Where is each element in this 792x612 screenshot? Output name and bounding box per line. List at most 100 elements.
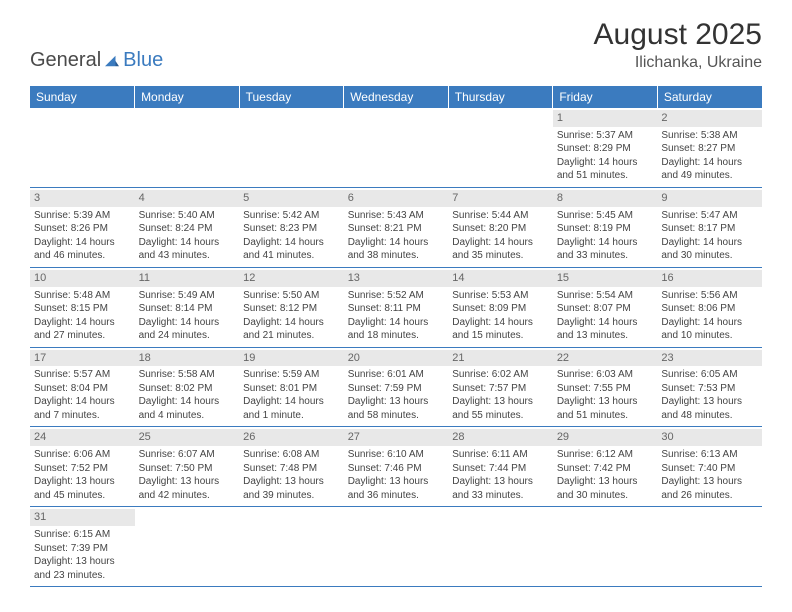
cell-line: Sunrise: 5:37 AM: [557, 129, 654, 143]
cell-line: Daylight: 13 hours: [34, 475, 131, 489]
day-number: 5: [239, 190, 344, 207]
title-block: August 2025 Ilichanka, Ukraine: [594, 18, 762, 72]
calendar-cell: [135, 507, 240, 587]
day-number: 21: [448, 350, 553, 367]
cell-line: Sunset: 8:06 PM: [661, 302, 758, 316]
calendar-cell: [448, 507, 553, 587]
cell-line: Daylight: 14 hours: [139, 236, 236, 250]
calendar-cell: 17Sunrise: 5:57 AMSunset: 8:04 PMDayligh…: [30, 347, 135, 427]
day-number: 11: [135, 270, 240, 287]
cell-line: Daylight: 14 hours: [661, 156, 758, 170]
cell-line: and 38 minutes.: [348, 249, 445, 263]
cell-line: Daylight: 14 hours: [348, 236, 445, 250]
cell-line: Sunset: 7:57 PM: [452, 382, 549, 396]
calendar-row: 17Sunrise: 5:57 AMSunset: 8:04 PMDayligh…: [30, 347, 762, 427]
cell-line: Sunrise: 5:44 AM: [452, 209, 549, 223]
calendar-cell: 28Sunrise: 6:11 AMSunset: 7:44 PMDayligh…: [448, 427, 553, 507]
calendar-cell: 5Sunrise: 5:42 AMSunset: 8:23 PMDaylight…: [239, 187, 344, 267]
day-number: 8: [553, 190, 658, 207]
location-label: Ilichanka, Ukraine: [594, 54, 762, 72]
day-number: 25: [135, 429, 240, 446]
day-header: Thursday: [448, 86, 553, 108]
cell-line: Daylight: 13 hours: [661, 475, 758, 489]
cell-line: and 21 minutes.: [243, 329, 340, 343]
calendar-cell: 1Sunrise: 5:37 AMSunset: 8:29 PMDaylight…: [553, 108, 658, 187]
calendar-cell: [239, 507, 344, 587]
cell-line: Sunrise: 5:38 AM: [661, 129, 758, 143]
cell-line: Sunrise: 5:43 AM: [348, 209, 445, 223]
day-header: Monday: [135, 86, 240, 108]
cell-line: Sunset: 8:02 PM: [139, 382, 236, 396]
cell-line: Daylight: 13 hours: [139, 475, 236, 489]
cell-line: and 36 minutes.: [348, 489, 445, 503]
cell-line: Sunrise: 5:54 AM: [557, 289, 654, 303]
calendar-cell: 25Sunrise: 6:07 AMSunset: 7:50 PMDayligh…: [135, 427, 240, 507]
cell-line: Daylight: 13 hours: [34, 555, 131, 569]
day-number: 22: [553, 350, 658, 367]
calendar-cell: 14Sunrise: 5:53 AMSunset: 8:09 PMDayligh…: [448, 267, 553, 347]
day-number: 10: [30, 270, 135, 287]
day-number: 24: [30, 429, 135, 446]
calendar-row: 1Sunrise: 5:37 AMSunset: 8:29 PMDaylight…: [30, 108, 762, 187]
cell-line: and 4 minutes.: [139, 409, 236, 423]
cell-line: and 30 minutes.: [661, 249, 758, 263]
cell-line: Sunset: 7:42 PM: [557, 462, 654, 476]
day-number: 3: [30, 190, 135, 207]
cell-line: Sunset: 8:07 PM: [557, 302, 654, 316]
cell-line: Sunset: 7:53 PM: [661, 382, 758, 396]
cell-line: and 23 minutes.: [34, 569, 131, 583]
cell-line: Sunrise: 5:53 AM: [452, 289, 549, 303]
cell-line: and 35 minutes.: [452, 249, 549, 263]
cell-line: and 18 minutes.: [348, 329, 445, 343]
cell-line: Sunset: 7:55 PM: [557, 382, 654, 396]
day-header: Sunday: [30, 86, 135, 108]
day-number: 26: [239, 429, 344, 446]
cell-line: Sunset: 8:24 PM: [139, 222, 236, 236]
cell-line: Sunset: 8:04 PM: [34, 382, 131, 396]
cell-line: Daylight: 14 hours: [34, 395, 131, 409]
calendar-cell: 9Sunrise: 5:47 AMSunset: 8:17 PMDaylight…: [657, 187, 762, 267]
day-number: 12: [239, 270, 344, 287]
calendar-cell: 13Sunrise: 5:52 AMSunset: 8:11 PMDayligh…: [344, 267, 449, 347]
cell-line: Sunrise: 6:03 AM: [557, 368, 654, 382]
cell-line: Daylight: 13 hours: [557, 395, 654, 409]
cell-line: Sunset: 8:12 PM: [243, 302, 340, 316]
cell-line: Daylight: 14 hours: [243, 316, 340, 330]
sail-icon: [103, 54, 121, 68]
day-number: 31: [30, 509, 135, 526]
cell-line: Sunset: 8:27 PM: [661, 142, 758, 156]
cell-line: and 42 minutes.: [139, 489, 236, 503]
calendar-cell: 7Sunrise: 5:44 AMSunset: 8:20 PMDaylight…: [448, 187, 553, 267]
calendar-cell: 18Sunrise: 5:58 AMSunset: 8:02 PMDayligh…: [135, 347, 240, 427]
calendar-cell: 24Sunrise: 6:06 AMSunset: 7:52 PMDayligh…: [30, 427, 135, 507]
calendar-cell: 11Sunrise: 5:49 AMSunset: 8:14 PMDayligh…: [135, 267, 240, 347]
cell-line: Daylight: 14 hours: [661, 236, 758, 250]
calendar-cell: [344, 108, 449, 187]
day-number: 16: [657, 270, 762, 287]
calendar-cell: 20Sunrise: 6:01 AMSunset: 7:59 PMDayligh…: [344, 347, 449, 427]
cell-line: and 43 minutes.: [139, 249, 236, 263]
cell-line: Daylight: 14 hours: [661, 316, 758, 330]
cell-line: and 58 minutes.: [348, 409, 445, 423]
day-number: 18: [135, 350, 240, 367]
cell-line: Sunrise: 5:58 AM: [139, 368, 236, 382]
cell-line: Sunset: 8:19 PM: [557, 222, 654, 236]
calendar-cell: 29Sunrise: 6:12 AMSunset: 7:42 PMDayligh…: [553, 427, 658, 507]
cell-line: Sunrise: 6:06 AM: [34, 448, 131, 462]
cell-line: Sunset: 7:44 PM: [452, 462, 549, 476]
cell-line: Sunrise: 6:01 AM: [348, 368, 445, 382]
cell-line: Sunset: 8:21 PM: [348, 222, 445, 236]
cell-line: and 39 minutes.: [243, 489, 340, 503]
cell-line: Sunset: 8:17 PM: [661, 222, 758, 236]
day-number: 20: [344, 350, 449, 367]
cell-line: Sunrise: 5:40 AM: [139, 209, 236, 223]
cell-line: Daylight: 14 hours: [243, 395, 340, 409]
day-number: 4: [135, 190, 240, 207]
cell-line: Daylight: 13 hours: [452, 395, 549, 409]
cell-line: Sunset: 8:11 PM: [348, 302, 445, 316]
calendar-table: SundayMondayTuesdayWednesdayThursdayFrid…: [30, 86, 762, 587]
day-number: 17: [30, 350, 135, 367]
cell-line: and 1 minute.: [243, 409, 340, 423]
calendar-body: 1Sunrise: 5:37 AMSunset: 8:29 PMDaylight…: [30, 108, 762, 587]
brand-part2: Blue: [123, 49, 163, 72]
